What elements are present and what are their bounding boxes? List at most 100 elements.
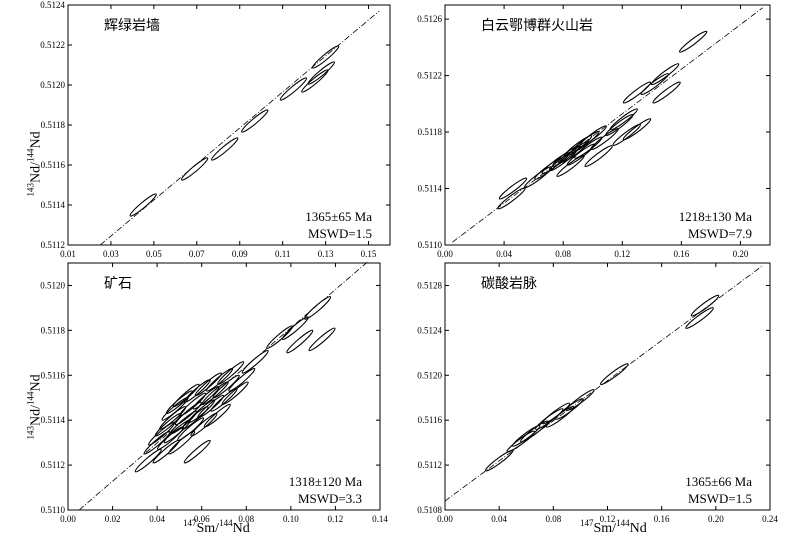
error-ellipse	[134, 448, 162, 473]
y-tick-label: 0.5124	[417, 325, 442, 335]
error-ellipse	[194, 372, 222, 397]
y-tick-label: 0.5114	[418, 184, 443, 194]
y-tick-label: 0.5116	[41, 160, 66, 170]
error-ellipse	[506, 430, 536, 453]
x-tick-label: 0.20	[733, 249, 749, 259]
error-ellipse	[172, 383, 200, 408]
x-tick-label: 0.06	[194, 514, 210, 524]
x-tick-label: 0.07	[189, 249, 205, 259]
plot-frame	[444, 4, 771, 246]
x-tick-label: 0.09	[232, 249, 248, 259]
y-tick-label: 0.5112	[41, 240, 65, 250]
error-ellipse	[217, 361, 245, 385]
y-tick-label: 0.5120	[417, 370, 442, 380]
error-ellipse	[678, 30, 708, 53]
x-tick-label: 0.13	[318, 249, 334, 259]
x-tick-label: 0.14	[372, 514, 388, 524]
error-ellipse	[304, 296, 332, 320]
x-tick-label: 0.12	[614, 249, 630, 259]
error-ellipse	[685, 307, 714, 329]
error-ellipse	[143, 430, 171, 455]
x-tick-label: 0.03	[103, 249, 119, 259]
error-ellipse	[690, 294, 720, 317]
y-tick-label: 0.5128	[417, 280, 442, 290]
y-tick-label: 0.5110	[418, 240, 443, 250]
error-ellipse	[498, 177, 528, 200]
x-tick-label: 0.04	[491, 514, 507, 524]
y-tick-label: 0.5114	[41, 415, 66, 425]
x-tick-label: 0.00	[437, 514, 453, 524]
plot-frame	[67, 262, 381, 511]
error-ellipse	[566, 389, 595, 411]
y-tick-label: 0.5122	[40, 40, 65, 50]
mswd-annotation: MSWD=7.9	[688, 226, 752, 241]
error-ellipse	[286, 329, 314, 354]
y-tick-label: 0.5108	[417, 505, 442, 515]
y-tick-label: 0.5116	[418, 415, 443, 425]
x-tick-label: 0.04	[149, 514, 165, 524]
error-ellipse	[129, 193, 157, 217]
error-ellipse	[266, 325, 294, 349]
mswd-annotation: MSWD=3.3	[298, 491, 362, 506]
y-tick-label: 0.5116	[41, 370, 66, 380]
plot-frame	[444, 262, 771, 511]
x-tick-label: 0.08	[555, 249, 571, 259]
error-ellipse	[622, 118, 652, 141]
y-axis-title-top: 143Nd/144Nd	[25, 131, 44, 197]
x-tick-label: 0.24	[762, 514, 778, 524]
error-ellipse	[622, 81, 652, 104]
error-ellipse	[183, 439, 211, 464]
y-tick-label: 0.5118	[41, 325, 66, 335]
error-ellipse	[652, 81, 681, 104]
panel-title: 矿石	[104, 276, 132, 292]
x-tick-label: 0.12	[600, 514, 616, 524]
x-tick-label: 0.04	[496, 249, 512, 259]
error-ellipse	[170, 410, 198, 435]
y-tick-label: 0.5110	[41, 505, 66, 515]
y-tick-label: 0.5118	[418, 127, 443, 137]
error-ellipse	[307, 61, 335, 85]
age-annotation: 1365±65 Ma	[305, 209, 372, 224]
error-ellipse	[534, 408, 564, 430]
age-annotation: 1365±66 Ma	[685, 474, 752, 489]
error-ellipse	[578, 125, 607, 148]
panel-title: 碳酸岩脉	[481, 276, 537, 292]
panel-carbonatite-vein: 0.00 0.04 0.08 0.12 0.16 0.20 0.24 0.5108 0.5112…	[417, 262, 778, 524]
x-tick-label: 0.08	[545, 514, 561, 524]
error-ellipse	[203, 403, 231, 428]
x-axis-title-right: 147Sm/144Nd	[580, 518, 647, 536]
x-tick-label: 0.08	[238, 514, 254, 524]
x-tick-label: 0.00	[437, 249, 453, 259]
x-tick-label: 0.16	[654, 514, 670, 524]
error-ellipse	[308, 327, 336, 352]
x-tick-label: 0.00	[60, 514, 76, 524]
error-ellipse	[612, 123, 641, 146]
error-ellipse	[168, 430, 196, 455]
error-ellipse	[281, 316, 309, 340]
mswd-annotation: MSWD=1.5	[688, 491, 752, 506]
error-ellipse	[180, 157, 209, 181]
y-tick-label: 0.5120	[40, 280, 65, 290]
error-ellipse	[650, 63, 680, 86]
error-ellipse	[211, 137, 239, 161]
y-tick-label: 0.5122	[417, 71, 442, 81]
error-ellipse	[174, 401, 202, 426]
error-ellipse	[228, 367, 256, 392]
x-tick-label: 0.16	[673, 249, 689, 259]
isochron-line	[452, 7, 763, 243]
panel-dolerite-dike: 0.01 0.03 0.05 0.07 0.09 0.11 0.13 0.15 0.5112 0.…	[40, 0, 391, 259]
x-tick-label: 0.11	[275, 249, 290, 259]
y-tick-label: 0.5112	[41, 460, 65, 470]
error-ellipse	[221, 381, 249, 406]
error-ellipse	[212, 374, 240, 399]
x-tick-label: 0.20	[708, 514, 724, 524]
x-tick-label: 0.15	[361, 249, 377, 259]
panel-title: 白云鄂博群火山岩	[481, 17, 593, 34]
error-ellipse	[241, 109, 269, 133]
error-ellipse	[311, 45, 340, 69]
age-annotation: 1218±130 Ma	[679, 209, 752, 224]
panel-ore: 0.00 0.02 0.04 0.06 0.08 0.10 0.12 0.14 0.5110 0.…	[40, 260, 388, 524]
error-ellipse	[599, 363, 629, 386]
x-tick-label: 0.12	[328, 514, 344, 524]
